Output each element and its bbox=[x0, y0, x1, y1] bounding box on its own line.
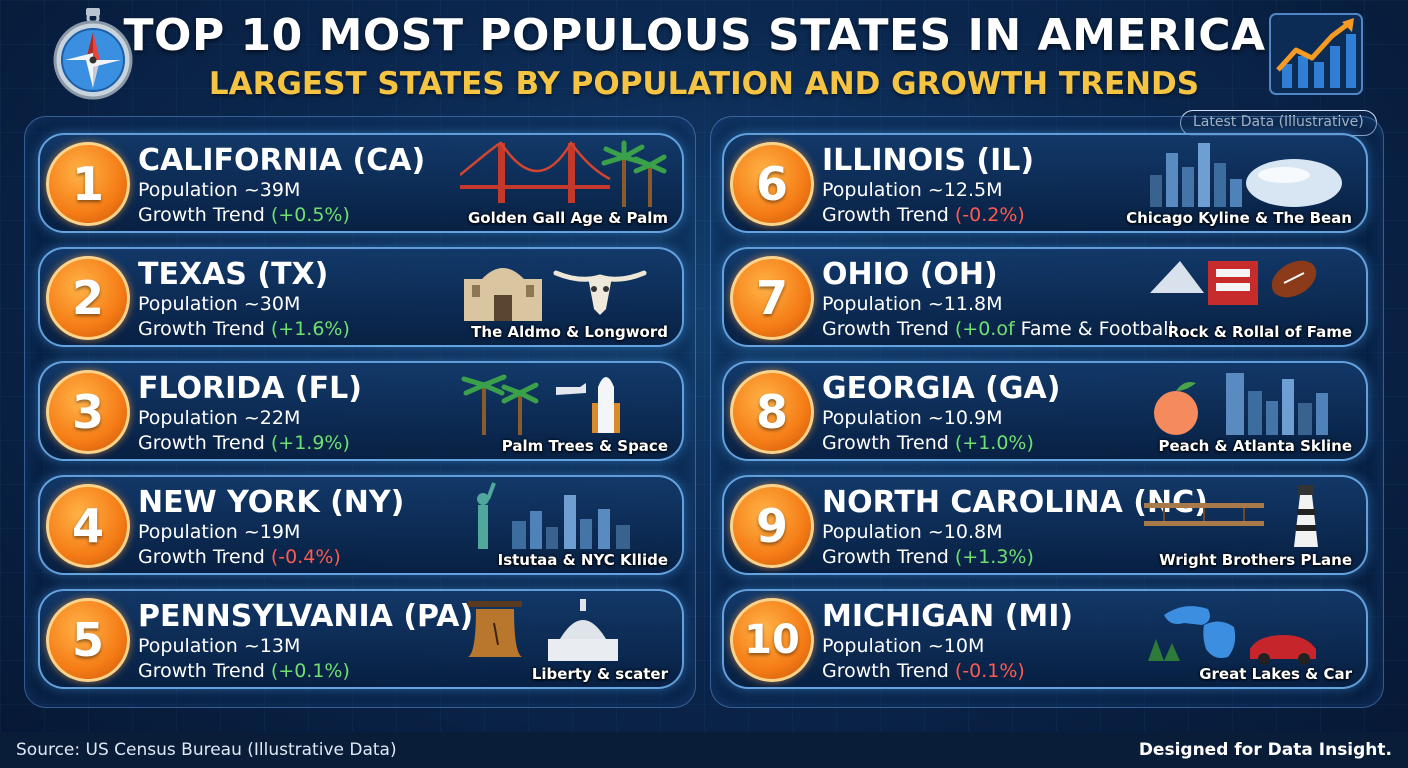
growth-trend: Growth Trend (+1.6%) bbox=[138, 318, 350, 340]
growth-label: Growth Trend bbox=[822, 204, 949, 226]
footer: Source: US Census Bureau (Illustrative D… bbox=[0, 732, 1408, 768]
golden-gate-palm-icon bbox=[460, 140, 667, 207]
growth-label: Growth Trend bbox=[138, 432, 265, 454]
rank-badge: 7 bbox=[730, 256, 814, 340]
growth-value: (+1.0%) bbox=[954, 432, 1034, 454]
state-name: NEW YORK (NY) bbox=[138, 485, 405, 520]
population-text: Population ~11.8M bbox=[822, 293, 1003, 315]
growth-value: (+0.5%) bbox=[270, 204, 350, 226]
header: TOP 10 MOST POPULOUS STATES IN AMERICA: … bbox=[0, 0, 1408, 110]
population-text: Population ~39M bbox=[138, 179, 301, 201]
growth-label: Growth Trend bbox=[822, 546, 949, 568]
state-name: MICHIGAN (MI) bbox=[822, 599, 1074, 634]
page-title: TOP 10 MOST POPULOUS STATES IN AMERICA: bbox=[123, 10, 1285, 61]
state-name: NORTH CAROLINA (NC) bbox=[822, 485, 1208, 520]
growth-trend: Growth Trend (+0.5%) bbox=[138, 204, 350, 226]
liberty-bell-capitol-icon bbox=[468, 599, 618, 661]
state-card: 5 PENNSYLVANIA (PA) Population ~13M Grow… bbox=[38, 589, 684, 689]
growth-trend: Growth Trend (+1.9%) bbox=[138, 432, 350, 454]
rank-badge: 1 bbox=[46, 142, 130, 226]
state-card: 9 NORTH CAROLINA (NC) Population ~10.8M … bbox=[722, 475, 1368, 575]
state-name: GEORGIA (GA) bbox=[822, 371, 1061, 406]
growth-trend: Growth Trend (+0.of Fame & Football bbox=[822, 318, 1174, 340]
illustration-caption: Liberty & scater bbox=[531, 665, 668, 683]
growth-value: (-0.4%) bbox=[270, 546, 341, 568]
state-card: 7 OHIO (OH) Population ~11.8M Growth Tre… bbox=[722, 247, 1368, 347]
growth-value: (+0.of bbox=[954, 318, 1015, 340]
rank-badge: 9 bbox=[730, 484, 814, 568]
source-text: Source: US Census Bureau (Illustrative D… bbox=[16, 740, 397, 760]
rank-badge: 8 bbox=[730, 370, 814, 454]
growth-label: Growth Trend bbox=[822, 432, 949, 454]
growth-trend: Growth Trend (+0.1%) bbox=[138, 660, 350, 682]
rank-badge: 3 bbox=[46, 370, 130, 454]
illustration-caption: The Aldmo & Longword bbox=[471, 323, 668, 341]
designed-by-text: Designed for Data Insight. bbox=[1138, 740, 1392, 760]
growth-trend: Growth Trend (-0.4%) bbox=[138, 546, 341, 568]
growth-value: (+1.6%) bbox=[270, 318, 350, 340]
illustration-caption: Palm Trees & Space bbox=[501, 437, 668, 455]
state-name: PENNSYLVANIA (PA) bbox=[138, 599, 474, 634]
growth-label: Growth Trend bbox=[138, 204, 265, 226]
rank-badge: 4 bbox=[46, 484, 130, 568]
growth-overlap-text: Fame & Football bbox=[1014, 318, 1174, 340]
growth-label: Growth Trend bbox=[138, 546, 265, 568]
rank-badge: 10 bbox=[730, 598, 814, 682]
population-text: Population ~19M bbox=[138, 521, 301, 543]
alamo-longhorn-icon bbox=[464, 268, 647, 321]
illustration-caption: Rock & Rollal of Fame bbox=[1167, 323, 1352, 341]
illustration-caption: Great Lakes & Car bbox=[1199, 665, 1352, 683]
growth-label: Growth Trend bbox=[822, 318, 949, 340]
state-card: 2 TEXAS (TX) Population ~30M Growth Tren… bbox=[38, 247, 684, 347]
population-text: Population ~10M bbox=[822, 635, 985, 657]
illustration-caption: Wright Brothers PLane bbox=[1159, 551, 1352, 569]
state-name: ILLINOIS (IL) bbox=[822, 143, 1035, 178]
great-lakes-car-icon bbox=[1148, 606, 1316, 665]
growth-label: Growth Trend bbox=[138, 660, 265, 682]
state-name: CALIFORNIA (CA) bbox=[138, 143, 426, 178]
population-text: Population ~30M bbox=[138, 293, 301, 315]
state-name: OHIO (OH) bbox=[822, 257, 998, 292]
illustration-caption: Istutaa & NYC Kllide bbox=[497, 551, 668, 569]
liberty-skyline-icon bbox=[477, 482, 630, 549]
growth-value: (+1.3%) bbox=[954, 546, 1034, 568]
growth-chart-icon bbox=[1269, 13, 1363, 95]
peach-skyline-icon bbox=[1154, 373, 1328, 435]
growth-label: Growth Trend bbox=[822, 660, 949, 682]
state-card: 1 CALIFORNIA (CA) Population ~39M Growth… bbox=[38, 133, 684, 233]
growth-value: (+0.1%) bbox=[270, 660, 350, 682]
population-text: Population ~22M bbox=[138, 407, 301, 429]
rank-badge: 5 bbox=[46, 598, 130, 682]
growth-value: (-0.1%) bbox=[954, 660, 1025, 682]
state-card: 10 MICHIGAN (MI) Population ~10M Growth … bbox=[722, 589, 1368, 689]
state-card: 8 GEORGIA (GA) Population ~10.9M Growth … bbox=[722, 361, 1368, 461]
illustration-caption: Golden Gall Age & Palm bbox=[467, 209, 668, 227]
page-subtitle: LARGEST STATES BY POPULATION AND GROWTH … bbox=[208, 66, 1200, 102]
growth-value: (+1.9%) bbox=[270, 432, 350, 454]
rank-badge: 6 bbox=[730, 142, 814, 226]
growth-trend: Growth Trend (-0.1%) bbox=[822, 660, 1025, 682]
population-text: Population ~10.8M bbox=[822, 521, 1003, 543]
biplane-lighthouse-icon bbox=[1144, 485, 1318, 547]
state-name: TEXAS (TX) bbox=[138, 257, 329, 292]
illustration-caption: Peach & Atlanta Skline bbox=[1158, 437, 1352, 455]
population-text: Population ~13M bbox=[138, 635, 301, 657]
chicago-bean-icon bbox=[1150, 143, 1342, 207]
growth-trend: Growth Trend (-0.2%) bbox=[822, 204, 1025, 226]
rank-badge: 2 bbox=[46, 256, 130, 340]
palm-shuttle-icon bbox=[461, 374, 620, 435]
growth-trend: Growth Trend (+1.3%) bbox=[822, 546, 1034, 568]
rock-hall-football-icon bbox=[1150, 260, 1317, 305]
growth-trend: Growth Trend (+1.0%) bbox=[822, 432, 1034, 454]
illustration-caption: Chicago Kyline & The Bean bbox=[1126, 209, 1352, 227]
population-text: Population ~10.9M bbox=[822, 407, 1003, 429]
state-card: 6 ILLINOIS (IL) Population ~12.5M Growth… bbox=[722, 133, 1368, 233]
growth-label: Growth Trend bbox=[138, 318, 265, 340]
population-text: Population ~12.5M bbox=[822, 179, 1003, 201]
state-card: 3 FLORIDA (FL) Population ~22M Growth Tr… bbox=[38, 361, 684, 461]
state-name: FLORIDA (FL) bbox=[138, 371, 362, 406]
growth-value: (-0.2%) bbox=[954, 204, 1025, 226]
compass-icon bbox=[53, 8, 133, 100]
state-card: 4 NEW YORK (NY) Population ~19M Growth T… bbox=[38, 475, 684, 575]
